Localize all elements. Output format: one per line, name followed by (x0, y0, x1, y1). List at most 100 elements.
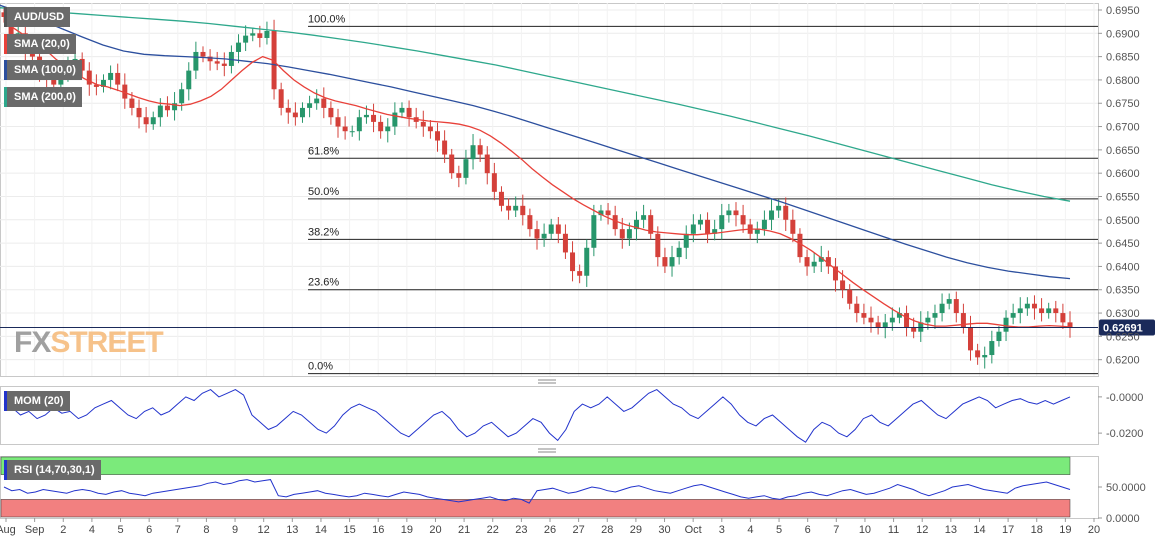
candle-body (591, 215, 597, 248)
candle-body (761, 219, 767, 230)
y-tick-label: 0.6400 (1106, 261, 1140, 273)
candle-body (1031, 303, 1037, 309)
fxstreet-logo: FXSTREET (14, 326, 164, 359)
candle-body (378, 121, 384, 132)
candle-body (953, 299, 959, 314)
mom-panel-frame (0, 386, 1099, 445)
x-tick-label: 10 (859, 524, 871, 536)
candle-body (818, 257, 824, 262)
candle-body (605, 210, 611, 216)
candle-body (513, 205, 519, 211)
candle-body (456, 173, 462, 178)
candle-body (484, 154, 490, 174)
sma20-swatch (4, 34, 7, 54)
x-tick-label: Sep (25, 524, 45, 536)
x-tick-label: 28 (601, 524, 613, 536)
candle-body (1053, 308, 1059, 314)
candle-body (982, 355, 988, 358)
candle-body (854, 303, 860, 314)
rsi-line (3, 479, 1071, 504)
y-tick-label: 0.6650 (1106, 145, 1140, 157)
y-tick-label: 0.6800 (1106, 75, 1140, 87)
rsi-label[interactable]: RSI (14,70,30,1) (4, 460, 101, 480)
candle-body (207, 56, 213, 62)
candle-body (236, 42, 242, 52)
candle-body (719, 215, 725, 230)
sma100-line (0, 4, 1071, 280)
x-tick-label: 26 (544, 524, 556, 536)
mom-label[interactable]: MOM (20) (4, 391, 70, 411)
candle-body (598, 210, 604, 216)
y-tick-label: 0.6300 (1106, 308, 1140, 320)
candle-body (932, 313, 938, 318)
rsi-y-tick-label: 0.0000 (1106, 513, 1140, 525)
candle-body (463, 159, 469, 178)
candle-body (93, 84, 99, 87)
candle-body (1039, 308, 1045, 314)
candle-body (705, 219, 711, 234)
candle-body (172, 103, 178, 111)
x-tick-label: 12 (916, 524, 928, 536)
x-tick-label: 19 (401, 524, 413, 536)
x-tick-label: 6 (805, 524, 811, 536)
candle-body (946, 299, 952, 304)
candle-body (754, 229, 760, 234)
candle-body (122, 84, 128, 99)
fib-label: 50.0% (308, 186, 339, 198)
x-tick-label: 30 (658, 524, 670, 536)
candle-body (925, 317, 931, 323)
candle-body (847, 289, 853, 304)
x-tick-label: 14 (973, 524, 985, 536)
sma200-label[interactable]: SMA (200,0) (4, 87, 82, 107)
candle-body (1003, 317, 1009, 332)
candle-body (776, 205, 782, 211)
candle-body (278, 89, 284, 108)
x-tick-label: Aug (0, 524, 16, 536)
sma200-line (0, 7, 1071, 202)
candle-body (79, 58, 85, 71)
candle-body (1046, 308, 1052, 314)
x-tick-label: 9 (232, 524, 238, 536)
sma20-line (3, 21, 1071, 328)
candle-body (968, 327, 974, 351)
candle-body (314, 98, 320, 104)
candle-body (996, 331, 1002, 342)
sma100-label[interactable]: SMA (100,0) (4, 60, 82, 80)
candle-body (200, 51, 206, 57)
candle-body (363, 114, 369, 118)
candle-body (100, 79, 106, 87)
current-price-box (1099, 319, 1155, 336)
x-tick-label: 23 (515, 524, 527, 536)
candle-body (193, 51, 199, 71)
mom-y-tick-label: -0.0200 (1106, 428, 1143, 440)
candle-body (726, 210, 732, 216)
candle-body (939, 303, 945, 314)
candle-body (86, 70, 92, 85)
rsi-overbought-zone (0, 456, 1071, 475)
candle-body (534, 229, 540, 239)
candle-body (797, 233, 803, 258)
candle-body (832, 266, 838, 281)
candle-body (498, 191, 504, 206)
sma100-swatch (4, 60, 7, 80)
candle-body (243, 35, 249, 43)
candle-body (584, 247, 590, 276)
candle-body (712, 229, 718, 234)
x-tick-label: 20 (429, 524, 441, 536)
x-tick-label: 14 (315, 524, 327, 536)
y-tick-label: 0.6350 (1106, 285, 1140, 297)
x-tick-label: 18 (1031, 524, 1043, 536)
candle-body (655, 233, 661, 258)
x-tick-label: 13 (945, 524, 957, 536)
candle-body (577, 271, 583, 276)
candle-body (825, 257, 831, 267)
candle-body (420, 121, 426, 127)
fib-label: 61.8% (308, 145, 339, 157)
x-tick-label: 13 (286, 524, 298, 536)
x-tick-label: 29 (630, 524, 642, 536)
x-tick-label: 3 (719, 524, 725, 536)
candle-body (896, 313, 902, 318)
candle-body (435, 131, 441, 141)
sma20-label[interactable]: SMA (20,0) (4, 34, 76, 54)
candle-body (342, 126, 348, 132)
